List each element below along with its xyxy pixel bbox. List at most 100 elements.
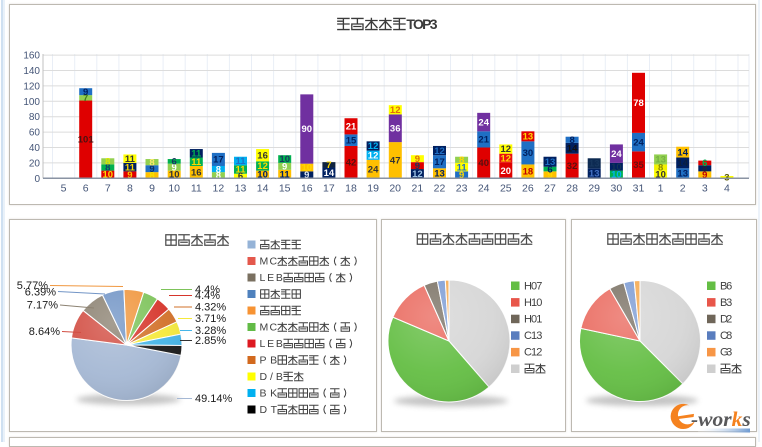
svg-text:11: 11: [191, 183, 202, 195]
svg-text:4.4%: 4.4%: [195, 290, 220, 302]
svg-text:21: 21: [412, 183, 424, 195]
svg-text:12: 12: [368, 150, 379, 161]
svg-text:14: 14: [257, 183, 269, 195]
svg-text:15: 15: [279, 183, 291, 195]
svg-text:12: 12: [501, 144, 512, 155]
svg-text:17: 17: [434, 157, 445, 168]
svg-text:40: 40: [29, 143, 41, 154]
svg-text:49.14%: 49.14%: [195, 393, 233, 405]
svg-text:9: 9: [459, 170, 464, 181]
svg-text:D/B: D/B: [260, 371, 283, 383]
svg-text:MC: MC: [260, 256, 278, 268]
svg-text:28: 28: [566, 183, 578, 195]
svg-text:-works: -works: [691, 407, 751, 431]
svg-text:16: 16: [301, 183, 313, 195]
svg-text:35: 35: [633, 160, 644, 171]
svg-text:13: 13: [545, 157, 556, 168]
svg-text:2.85%: 2.85%: [195, 335, 226, 347]
svg-text:9: 9: [127, 170, 132, 181]
svg-text:15: 15: [346, 135, 357, 146]
svg-text:24: 24: [368, 164, 379, 175]
svg-text:26: 26: [522, 183, 534, 195]
svg-text:10: 10: [611, 162, 622, 173]
svg-text:78: 78: [633, 98, 644, 109]
svg-text:10: 10: [257, 170, 268, 181]
svg-text:14: 14: [324, 168, 335, 179]
svg-text:18: 18: [345, 183, 357, 195]
svg-text:13: 13: [655, 155, 666, 166]
svg-text:8.64%: 8.64%: [29, 326, 60, 338]
svg-text:B6: B6: [720, 280, 732, 292]
svg-text:H07: H07: [524, 280, 542, 292]
svg-text:30: 30: [523, 148, 534, 159]
svg-text:BK: BK: [260, 388, 278, 400]
svg-text:1: 1: [658, 183, 664, 195]
svg-text:11: 11: [191, 157, 202, 168]
svg-text:8: 8: [569, 135, 574, 146]
svg-text:19: 19: [367, 183, 379, 195]
svg-text:8: 8: [149, 170, 154, 181]
svg-text:12: 12: [390, 105, 401, 116]
svg-text:22: 22: [434, 183, 446, 195]
svg-text:13: 13: [434, 169, 445, 180]
svg-text:80: 80: [29, 112, 41, 123]
svg-text:10: 10: [611, 170, 622, 181]
svg-text:13: 13: [235, 183, 247, 195]
svg-text:11: 11: [280, 169, 291, 180]
svg-text:6: 6: [702, 158, 707, 169]
svg-text:8: 8: [105, 163, 110, 174]
svg-text:8: 8: [459, 155, 464, 166]
svg-text:7.17%: 7.17%: [27, 300, 58, 312]
svg-text:C12: C12: [524, 347, 542, 359]
svg-text:8: 8: [216, 170, 221, 181]
svg-text:8: 8: [105, 157, 110, 168]
svg-text:18: 18: [523, 167, 534, 178]
svg-text:32: 32: [567, 161, 578, 172]
svg-text:101: 101: [78, 135, 95, 146]
svg-text:12: 12: [257, 161, 268, 172]
svg-text:160: 160: [23, 51, 40, 62]
svg-text:8: 8: [127, 183, 133, 195]
svg-text:5.77%: 5.77%: [17, 280, 48, 292]
svg-text:2: 2: [680, 183, 686, 195]
svg-text:17: 17: [213, 155, 224, 166]
svg-text:10: 10: [655, 170, 666, 181]
svg-text:12: 12: [434, 146, 445, 157]
svg-text:9: 9: [547, 170, 552, 181]
svg-text:30: 30: [611, 183, 623, 195]
svg-text:13: 13: [523, 132, 534, 143]
svg-text:0: 0: [34, 174, 40, 185]
svg-text:7: 7: [326, 160, 331, 171]
svg-text:LEB: LEB: [260, 272, 283, 284]
svg-text:4.4%: 4.4%: [195, 284, 220, 296]
svg-text:47: 47: [390, 155, 401, 166]
svg-text:7: 7: [83, 93, 88, 104]
svg-text:9: 9: [304, 170, 309, 181]
svg-text:6: 6: [172, 157, 177, 168]
svg-text:10: 10: [279, 154, 290, 165]
svg-text:9: 9: [83, 87, 88, 98]
svg-text:9: 9: [282, 162, 287, 173]
svg-text:10: 10: [302, 163, 313, 174]
svg-text:8: 8: [216, 164, 221, 175]
svg-text:8: 8: [702, 164, 707, 175]
svg-text:40: 40: [478, 158, 489, 169]
svg-text:13: 13: [677, 169, 688, 180]
svg-text:29: 29: [588, 183, 600, 195]
svg-text:6.39%: 6.39%: [25, 287, 56, 299]
svg-text:5: 5: [61, 183, 67, 195]
svg-text:20: 20: [29, 158, 41, 169]
svg-text:24: 24: [611, 149, 622, 160]
svg-text:LEB: LEB: [260, 338, 283, 350]
svg-text:31: 31: [633, 183, 645, 195]
svg-text:140: 140: [23, 66, 40, 77]
svg-text:42: 42: [346, 157, 357, 168]
svg-text:11: 11: [191, 149, 202, 160]
svg-text:12: 12: [501, 154, 512, 165]
svg-text:H10: H10: [524, 297, 542, 309]
svg-text:3: 3: [702, 183, 708, 195]
svg-text:6: 6: [83, 183, 89, 195]
svg-text:3.71%: 3.71%: [195, 313, 226, 325]
svg-text:24: 24: [478, 117, 489, 128]
svg-text:14: 14: [567, 144, 578, 155]
